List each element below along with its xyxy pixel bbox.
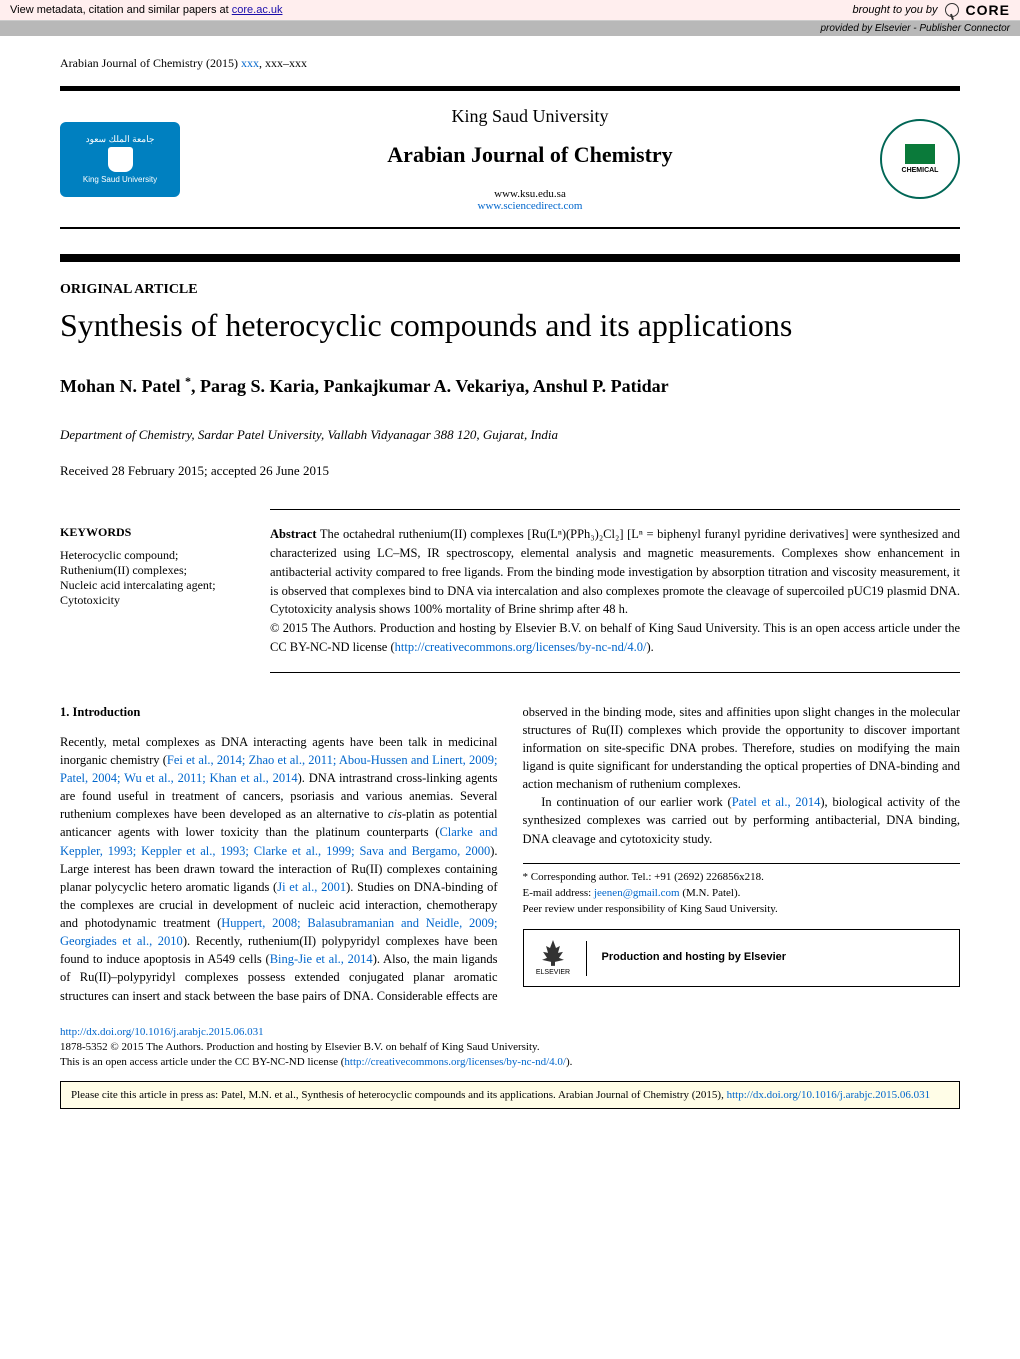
intro-p2: In continuation of our earlier work (Pat…: [523, 793, 961, 847]
core-brought: brought to you by: [853, 4, 938, 16]
affiliation: Department of Chemistry, Sardar Patel Un…: [60, 427, 960, 443]
email-link[interactable]: jeenen@gmail.com: [594, 887, 680, 899]
journal-urls: www.ksu.edu.sa www.sciencedirect.com: [180, 188, 880, 212]
keywords-items: Heterocyclic compound; Ruthenium(II) com…: [60, 548, 250, 608]
corresponding-author: * Corresponding author. Tel.: +91 (2692)…: [523, 870, 961, 886]
t8: In continuation of our earlier work (: [541, 795, 731, 809]
ref-6[interactable]: Patel et al., 2014: [732, 795, 821, 809]
keywords-box: KEYWORDS Heterocyclic compound; Rutheniu…: [60, 525, 250, 608]
ksu-english: King Saud University: [83, 175, 157, 184]
cit-year: (2015): [206, 56, 241, 70]
keywords-title: KEYWORDS: [60, 525, 250, 540]
journal-name: Arabian Journal of Chemistry: [180, 142, 880, 168]
core-banner: View metadata, citation and similar pape…: [0, 0, 1020, 21]
cis-italic: cis: [388, 807, 402, 821]
thick-rule: [60, 254, 960, 262]
provided-bar: provided by Elsevier - Publisher Connect…: [0, 21, 1020, 36]
article-type: ORIGINAL ARTICLE: [60, 282, 960, 298]
peer-review: Peer review under responsibility of King…: [523, 902, 961, 918]
elsevier-tree-icon: [538, 938, 568, 968]
ksu-arabic: جامعة الملك سعود: [86, 134, 155, 145]
divider: [586, 941, 587, 976]
section-1-title: 1. Introduction: [60, 703, 498, 721]
article-dates: Received 28 February 2015; accepted 26 J…: [60, 463, 960, 479]
cit-pages: , xxx–xxx: [259, 56, 307, 70]
sciencedirect-link[interactable]: www.sciencedirect.com: [478, 200, 583, 212]
footnote-block: * Corresponding author. Tel.: +91 (2692)…: [523, 863, 961, 988]
license-link-2[interactable]: http://creativecommons.org/licenses/by-n…: [344, 1056, 566, 1068]
chem-label: CHEMICAL: [902, 167, 939, 174]
authors: Mohan N. Patel *, Parag S. Karia, Pankaj…: [60, 374, 960, 397]
core-logo: CORE: [966, 2, 1010, 18]
abstract-label: Abstract: [270, 527, 317, 541]
doi-block: http://dx.doi.org/10.1016/j.arabjc.2015.…: [60, 1025, 960, 1071]
university-name: King Saud University: [180, 106, 880, 127]
elsevier-logo: ELSEVIER: [536, 938, 571, 978]
abstract-text: Abstract The octahedral ruthenium(II) co…: [270, 525, 960, 656]
ksu-shield-icon: [108, 147, 133, 172]
cit-journal: Arabian Journal of Chemistry: [60, 56, 203, 70]
ref-3[interactable]: Ji et al., 2001: [277, 880, 346, 894]
chemical-society-logo: CHEMICAL: [880, 119, 960, 199]
header-center: King Saud University Arabian Journal of …: [180, 106, 880, 212]
license-link[interactable]: http://creativecommons.org/licenses/by-n…: [395, 640, 647, 654]
saudi-flag-icon: [905, 144, 935, 164]
email-label: E-mail address:: [523, 887, 594, 899]
body-columns: 1. Introduction Recently, metal complexe…: [60, 703, 960, 1005]
article-title: Synthesis of heterocyclic compounds and …: [60, 306, 960, 344]
email-suffix: (M.N. Patel).: [680, 887, 741, 899]
elsevier-text: ELSEVIER: [536, 968, 570, 978]
core-link[interactable]: core.ac.uk: [232, 4, 283, 16]
core-right: brought to you by CORE: [853, 2, 1010, 18]
ksu-url: www.ksu.edu.sa: [494, 188, 566, 200]
journal-header: جامعة الملك سعود King Saud University Ki…: [60, 86, 960, 229]
hosting-text: Production and hosting by Elsevier: [602, 950, 787, 966]
doi-link[interactable]: http://dx.doi.org/10.1016/j.arabjc.2015.…: [60, 1026, 264, 1038]
abstract-close: ).: [646, 640, 653, 654]
license-text: This is an open access article under the…: [60, 1056, 344, 1068]
page-content: Arabian Journal of Chemistry (2015) xxx,…: [0, 36, 1020, 1139]
citebox-link[interactable]: http://dx.doi.org/10.1016/j.arabjc.2015.…: [727, 1089, 931, 1101]
hosting-box: ELSEVIER Production and hosting by Elsev…: [523, 929, 961, 987]
core-icon: [945, 3, 959, 17]
abstract-body: The octahedral ruthenium(II) complexes […: [270, 527, 960, 616]
license-close: ).: [566, 1056, 572, 1068]
abstract-block: KEYWORDS Heterocyclic compound; Rutheniu…: [270, 509, 960, 672]
core-left-text: View metadata, citation and similar pape…: [10, 4, 232, 16]
citation-box: Please cite this article in press as: Pa…: [60, 1081, 960, 1109]
core-left: View metadata, citation and similar pape…: [10, 4, 283, 16]
running-citation: Arabian Journal of Chemistry (2015) xxx,…: [60, 56, 960, 71]
citebox-text: Please cite this article in press as: Pa…: [71, 1089, 727, 1101]
ksu-logo: جامعة الملك سعود King Saud University: [60, 122, 180, 197]
email-line: E-mail address: jeenen@gmail.com (M.N. P…: [523, 886, 961, 902]
ref-5[interactable]: Bing-Jie et al., 2014: [270, 952, 373, 966]
issn-line: 1878-5352 © 2015 The Authors. Production…: [60, 1041, 540, 1053]
cit-vol: xxx: [241, 56, 259, 70]
